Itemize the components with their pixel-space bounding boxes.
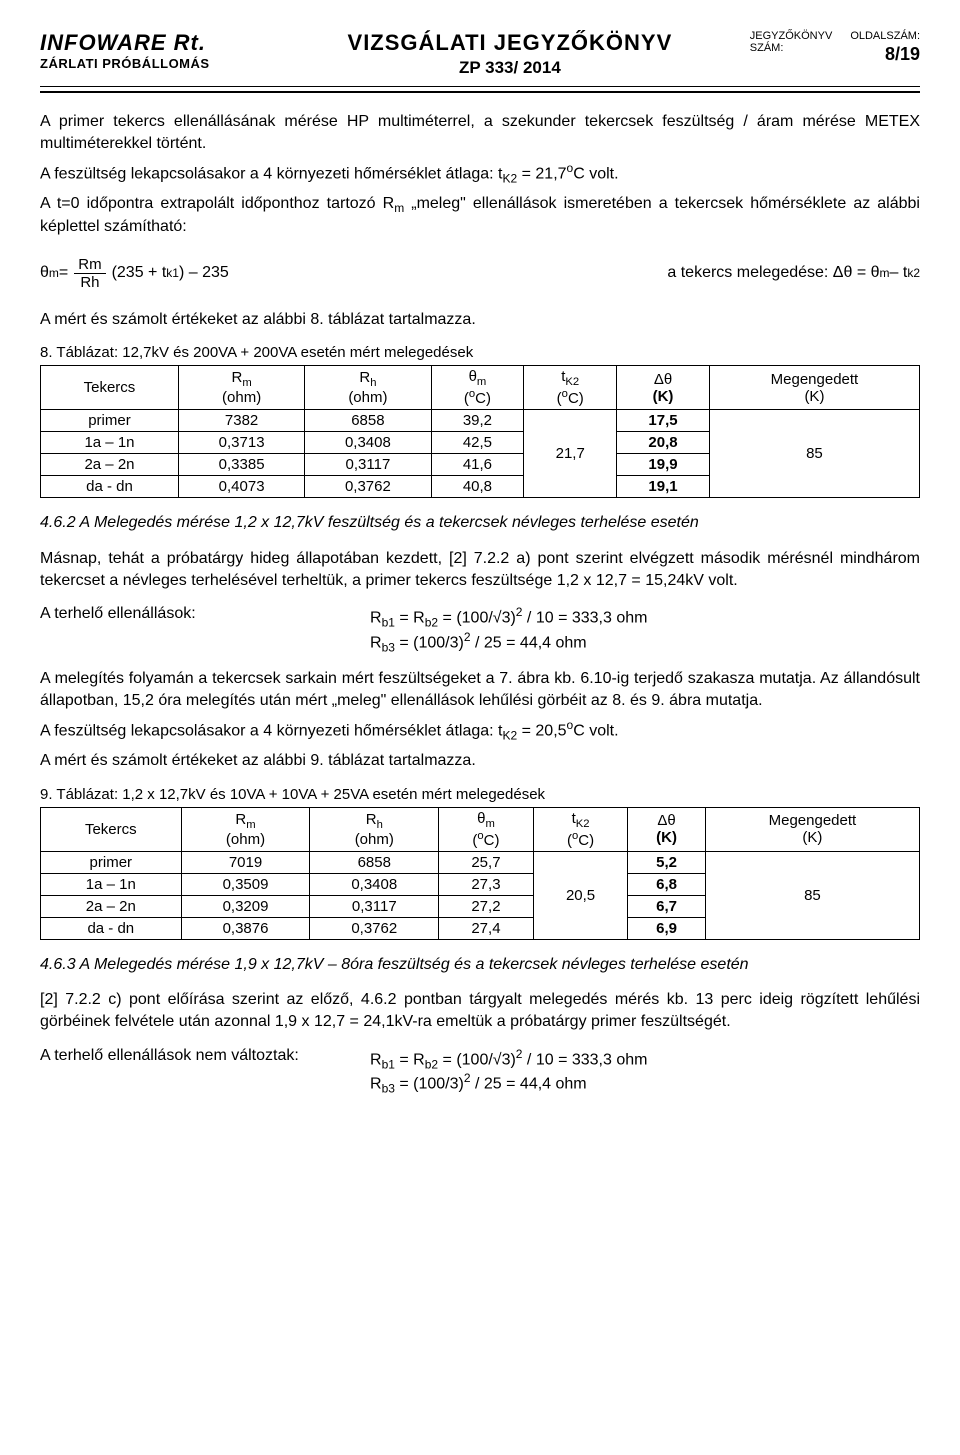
load-resistance-label: A terhelő ellenállások: [40, 605, 370, 623]
para-7: A feszültség lekapcsolásakor a 4 környez… [40, 717, 920, 744]
para-8: A mért és számolt értékeket az alábbi 9.… [40, 750, 920, 772]
load-resistance-label-2: A terhelő ellenállások nem változtak: [40, 1047, 370, 1065]
table-header-row: Tekercs Rm(ohm) Rh(ohm) θm(oC) tK2(oC) Δ… [41, 366, 920, 410]
subheading-462: 4.6.2 A Melegedés mérése 1,2 x 12,7kV fe… [40, 512, 920, 534]
table-8: Tekercs Rm(ohm) Rh(ohm) θm(oC) tK2(oC) Δ… [40, 365, 920, 498]
page-number: 8/19 [850, 44, 920, 65]
oldalszam-label: OLDALSZÁM: [850, 30, 920, 42]
station-name: ZÁRLATI PRÓBÁLLOMÁS [40, 56, 270, 71]
header-rule-2 [40, 91, 920, 93]
jegyzokonyv-label: JEGYZŐKÖNYV SZÁM: [750, 30, 833, 54]
para-9: [2] 7.2.2 c) pont előírása szerint az el… [40, 989, 920, 1032]
subheading-463: 4.6.3 A Melegedés mérése 1,9 x 12,7kV – … [40, 954, 920, 976]
table-9-caption: 9. Táblázat: 1,2 x 12,7kV és 10VA + 10VA… [40, 786, 920, 803]
table-9: Tekercs Rm(ohm) Rh(ohm) θm(oC) tK2(oC) Δ… [40, 807, 920, 940]
company-name: INFOWARE Rt. [40, 30, 270, 56]
table-header-row: Tekercs Rm(ohm) Rh(ohm) θm(oC) tK2(oC) Δ… [41, 807, 920, 851]
para-6: A melegítés folyamán a tekercsek sarkain… [40, 668, 920, 711]
header-rule-1 [40, 86, 920, 87]
para-4: A mért és számolt értékeket az alábbi 8.… [40, 309, 920, 331]
page-header: INFOWARE Rt. ZÁRLATI PRÓBÁLLOMÁS VIZSGÁL… [40, 30, 920, 78]
table-8-caption: 8. Táblázat: 12,7kV és 200VA + 200VA ese… [40, 344, 920, 361]
table-row: primer 7382 6858 39,2 21,7 17,5 85 [41, 410, 920, 432]
doc-number: ZP 333/ 2014 [270, 58, 750, 78]
formula-theta: θm = Rm Rh (235 + tk1) – 235 a tekercs m… [40, 256, 920, 291]
para-5: Másnap, tehát a próbatárgy hideg állapot… [40, 548, 920, 591]
para-3: A t=0 időpontra extrapolált időponthoz t… [40, 193, 920, 238]
table-row: primer 7019 6858 25,7 20,5 5,2 85 [41, 851, 920, 873]
load-resistance-eqs: Rb1 = Rb2 = (100/√3)2 / 10 = 333,3 ohm R… [370, 605, 920, 654]
para-1: A primer tekercs ellenállásának mérése H… [40, 111, 920, 154]
doc-title: VIZSGÁLATI JEGYZŐKÖNYV [270, 30, 750, 56]
load-resistance-eqs-2: Rb1 = Rb2 = (100/√3)2 / 10 = 333,3 ohm R… [370, 1047, 920, 1096]
para-2: A feszültség lekapcsolásakor a 4 környez… [40, 160, 920, 187]
